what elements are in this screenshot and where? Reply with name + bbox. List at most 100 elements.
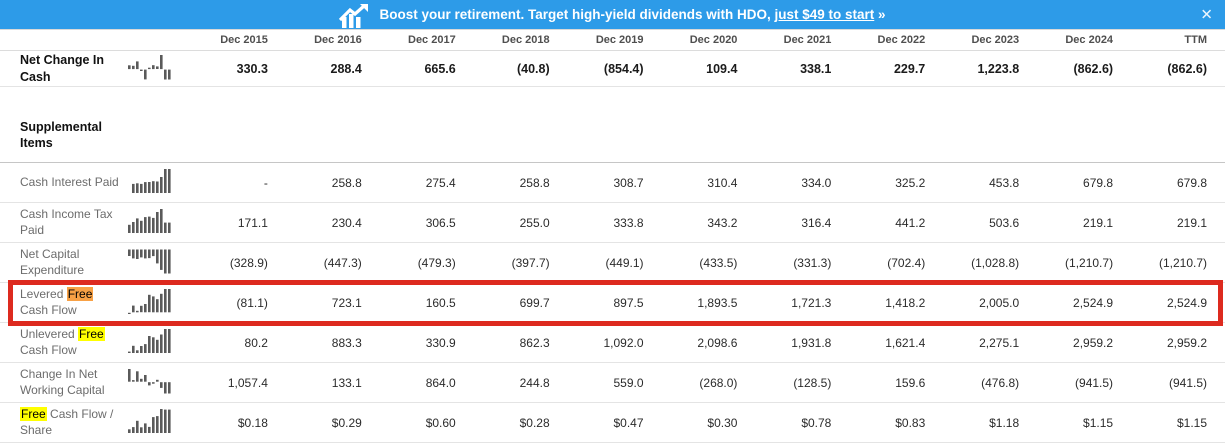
- row-label: Levered Free Cash Flow: [0, 282, 128, 323]
- data-cell: 258.8: [285, 162, 380, 203]
- data-cell: $0.18: [192, 402, 286, 443]
- data-cell: 275.4: [379, 162, 474, 203]
- data-cell: 333.8: [567, 202, 662, 243]
- sparkline-cell: [128, 322, 192, 363]
- data-cell: 160.5: [379, 282, 474, 323]
- section-header-filler: [128, 112, 1225, 163]
- data-cell: $0.78: [755, 402, 850, 443]
- data-cell: 2,524.9: [1037, 282, 1132, 323]
- close-icon[interactable]: ✕: [1200, 6, 1213, 23]
- data-cell: (1,028.8): [943, 242, 1038, 283]
- data-cell: (1,210.7): [1131, 242, 1225, 283]
- table-row: Levered Free Cash Flow (81.1) 723.1 160.5 69…: [0, 282, 1225, 323]
- data-cell: 2,005.0: [943, 282, 1038, 323]
- data-cell: 306.5: [379, 202, 474, 243]
- financials-table: Dec 2015 Dec 2016 Dec 2017 Dec 2018 Dec 2019…: [0, 29, 1225, 443]
- sparkline-cell: [128, 162, 192, 203]
- data-cell: 258.8: [473, 162, 568, 203]
- data-cell: (941.5): [1037, 362, 1132, 403]
- data-cell: (479.3): [379, 242, 474, 283]
- search-highlight: Free: [66, 286, 94, 301]
- column-header: Dec 2019: [567, 29, 662, 51]
- spacer: [0, 87, 1225, 113]
- data-cell: (433.5): [661, 242, 756, 283]
- data-cell: (397.7): [473, 242, 568, 283]
- data-cell: (447.3): [285, 242, 380, 283]
- data-cell: $1.15: [1131, 402, 1225, 443]
- column-header: Dec 2020: [661, 29, 756, 51]
- data-cell: 159.6: [849, 362, 944, 403]
- column-header-sparkline: [128, 29, 192, 51]
- data-cell: 133.1: [285, 362, 380, 403]
- sparkline-chart: [132, 169, 171, 193]
- promo-banner: Boost your retirement. Target high-yield…: [0, 0, 1225, 29]
- data-cell: 1,621.4: [849, 322, 944, 363]
- data-cell: 288.4: [285, 50, 380, 87]
- data-cell: 330.3: [192, 50, 286, 87]
- data-cell: 109.4: [661, 50, 756, 87]
- row-label: Net Change In Cash: [0, 50, 128, 87]
- table-row: Net Capital Expenditure (328.9) (447.3) (47…: [0, 242, 1225, 283]
- search-highlight: Free: [78, 326, 105, 341]
- data-cell: (862.6): [1131, 50, 1225, 87]
- column-header: Dec 2023: [943, 29, 1038, 51]
- data-cell: 2,959.2: [1037, 322, 1132, 363]
- data-cell: 2,959.2: [1131, 322, 1225, 363]
- table-row: Cash Interest Paid -258.8 275.4 258.8 308.7 3…: [0, 162, 1225, 203]
- data-cell: 338.1: [755, 50, 850, 87]
- data-cell: 334.0: [755, 162, 850, 203]
- sparkline-chart: [128, 55, 171, 80]
- data-cell: 2,275.1: [943, 322, 1038, 363]
- column-header-label: [0, 29, 128, 51]
- data-cell: 325.2: [849, 162, 944, 203]
- data-cell: 244.8: [473, 362, 568, 403]
- data-cell: 255.0: [473, 202, 568, 243]
- data-cell: 897.5: [567, 282, 662, 323]
- table-header-row: Dec 2015 Dec 2016 Dec 2017 Dec 2018 Dec 2019…: [0, 29, 1225, 51]
- row-label: Change In Net Working Capital: [0, 362, 128, 403]
- data-cell: $1.18: [943, 402, 1038, 443]
- data-cell: $0.28: [473, 402, 568, 443]
- data-cell: 862.3: [473, 322, 568, 363]
- data-cell: 230.4: [285, 202, 380, 243]
- data-cell: 219.1: [1037, 202, 1132, 243]
- sparkline-chart: [128, 289, 171, 315]
- data-cell: $1.15: [1037, 402, 1132, 443]
- sparkline-cell: [128, 50, 192, 87]
- data-cell: (449.1): [567, 242, 662, 283]
- row-label: Unlevered Free Cash Flow: [0, 322, 128, 363]
- data-cell: 1,223.8: [943, 50, 1038, 87]
- data-cell: 503.6: [943, 202, 1038, 243]
- sparkline-chart: [128, 249, 171, 274]
- data-cell: 80.2: [192, 322, 286, 363]
- data-cell: 343.2: [661, 202, 756, 243]
- data-cell: 171.1: [192, 202, 286, 243]
- data-cell: (40.8): [473, 50, 568, 87]
- data-cell: 1,893.5: [661, 282, 756, 323]
- data-cell: 559.0: [567, 362, 662, 403]
- sparkline-chart: [128, 209, 171, 233]
- column-header: Dec 2024: [1037, 29, 1132, 51]
- data-cell: $0.30: [661, 402, 756, 443]
- data-cell: $0.29: [285, 402, 380, 443]
- table-row: Cash Income Tax Paid 171.1 230.4 306.5 255.0…: [0, 202, 1225, 243]
- section-header-row: Supplemental Items: [0, 112, 1225, 163]
- row-label: Free Cash Flow / Share: [0, 402, 128, 443]
- table-row: Free Cash Flow / Share $0.18 $0.29 $0.60 $0.…: [0, 402, 1225, 443]
- banner-message: Boost your retirement. Target high-yield…: [379, 7, 885, 22]
- data-cell: (476.8): [943, 362, 1038, 403]
- sparkline-cell: [128, 282, 192, 323]
- sparkline-cell: [128, 362, 192, 403]
- column-header: Dec 2016: [285, 29, 380, 51]
- banner-text: Boost your retirement. Target high-yield…: [379, 7, 775, 22]
- data-cell: 679.8: [1037, 162, 1132, 203]
- table-row: Net Change In Cash 330.3 288.4 665.6 (40.8)(…: [0, 50, 1225, 87]
- sparkline-chart: [128, 369, 171, 394]
- banner-offer-link[interactable]: just $49 to start: [774, 7, 875, 22]
- data-cell: (941.5): [1131, 362, 1225, 403]
- column-header: Dec 2017: [379, 29, 474, 51]
- column-header: TTM: [1131, 29, 1225, 51]
- data-cell: (328.9): [192, 242, 286, 283]
- data-cell: 883.3: [285, 322, 380, 363]
- data-cell: 316.4: [755, 202, 850, 243]
